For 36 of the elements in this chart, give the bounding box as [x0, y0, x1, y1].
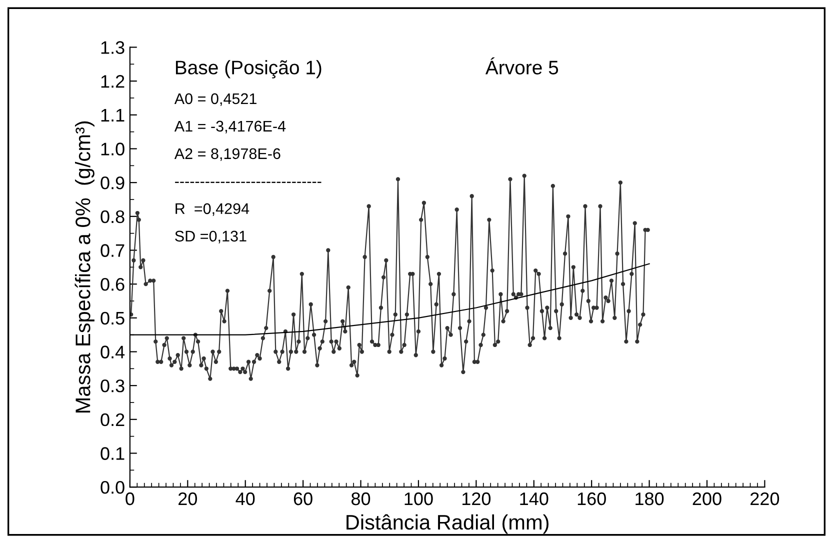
annotation: SD =0,131	[175, 230, 246, 244]
y-tick-label: 1.3	[101, 41, 124, 54]
y-tick-label: 0.5	[100, 312, 124, 325]
y-tick-label: 0.2	[100, 413, 124, 426]
x-tick-label: 220	[750, 492, 780, 506]
annotation: Árvore 5	[485, 57, 558, 74]
y-tick-label: 0.8	[100, 210, 124, 224]
x-tick-label: 100	[404, 492, 433, 506]
y-tick-label: 1.0	[101, 142, 124, 156]
y-tick-label: 0.7	[100, 244, 124, 257]
x-tick-label: 0	[126, 492, 134, 506]
annotation: A2 = 8,1978E-6	[174, 148, 280, 161]
x-tick-label: 120	[462, 492, 491, 506]
y-tick-label: 0.3	[100, 380, 124, 392]
x-tick-label: 140	[520, 492, 548, 506]
y-tick-label: 0.9	[100, 176, 124, 190]
y-tick-label: 0.0	[100, 481, 124, 494]
x-tick-label: 20	[178, 492, 197, 506]
x-tick-label: 60	[294, 492, 312, 506]
x-tick-label: 180	[636, 492, 664, 506]
annotation: A0 = 0,4521	[174, 93, 256, 106]
y-tick-label: 0.4	[100, 346, 125, 358]
y-tick-label: 1.2	[101, 75, 124, 88]
annotation: Base (Posição 1)	[176, 60, 322, 78]
y-tick-label: 0.6	[100, 278, 124, 291]
annotation: -----------------------------	[175, 182, 322, 183]
annotation: R =0,4294	[176, 203, 250, 216]
x-tick-label: 160	[578, 492, 606, 506]
y-tick-label: 1.1	[101, 109, 124, 122]
annotation: A1 = -3,4176E-4	[174, 120, 286, 134]
x-tick-label: 80	[352, 492, 370, 506]
x-tick-label: 200	[692, 492, 722, 506]
y-axis-title: Massa Específica a 0% (g/cm³)	[74, 121, 94, 412]
x-tick-label: 40	[236, 492, 255, 506]
y-tick-label: 0.1	[100, 447, 124, 460]
x-axis-title: Distância Radial (mm)	[346, 514, 548, 534]
